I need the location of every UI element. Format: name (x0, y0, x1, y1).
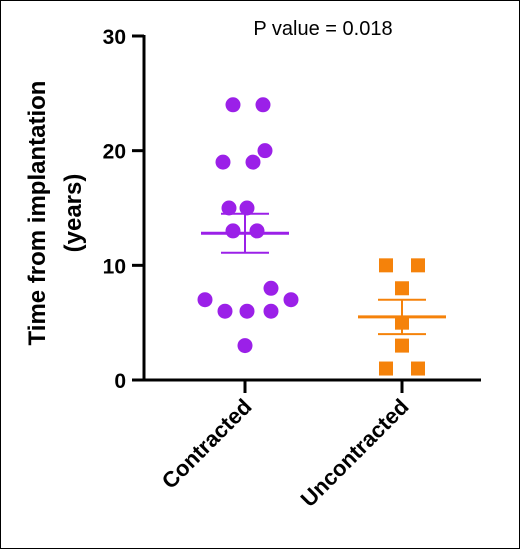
data-point (249, 223, 265, 239)
data-point (217, 303, 233, 319)
y-axis-label: (years) (60, 174, 87, 253)
data-point (239, 303, 255, 319)
data-point (263, 303, 279, 319)
data-point (255, 97, 271, 113)
p-value-annotation: P value = 0.018 (253, 18, 392, 40)
data-point (395, 281, 409, 296)
y-axis-label: Time from implantation (24, 81, 51, 346)
x-tick-label: Contracted (157, 394, 257, 494)
data-point (221, 200, 237, 216)
data-point (395, 338, 409, 353)
data-point (411, 361, 425, 376)
y-tick-label: 20 (103, 141, 126, 164)
y-tick-label: 0 (114, 370, 126, 393)
data-point (225, 223, 241, 239)
y-axis-label-line-1: Time from implantation (24, 81, 51, 346)
data-point (245, 154, 261, 170)
y-tick-label: 30 (103, 26, 126, 49)
y-tick-label: 10 (103, 255, 126, 278)
data-point (263, 280, 279, 296)
data-point (283, 292, 299, 308)
data-point (197, 292, 213, 308)
y-axis-label-line-2: (years) (60, 174, 87, 253)
data-point (379, 361, 393, 376)
data-point (237, 338, 253, 354)
data-point (379, 258, 393, 273)
data-point (411, 258, 425, 273)
data-point (215, 154, 231, 170)
x-tick-label: Uncontracted (296, 394, 414, 512)
data-point (257, 143, 273, 159)
data-point (239, 200, 255, 216)
data-point (225, 97, 241, 113)
